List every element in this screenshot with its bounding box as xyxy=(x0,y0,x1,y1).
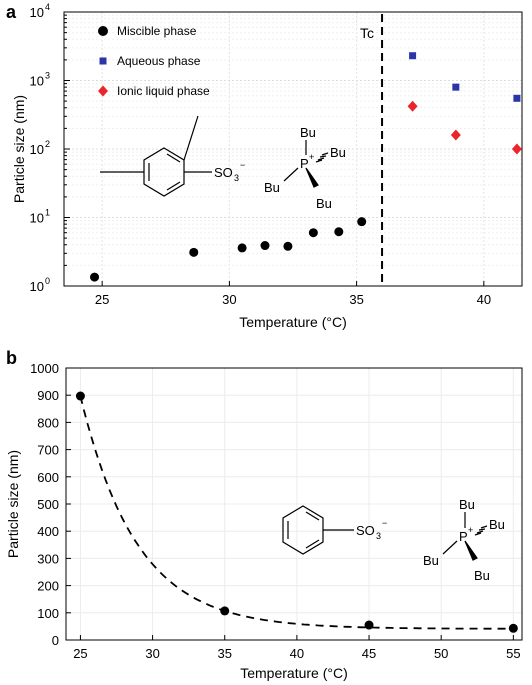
anion-so-label: SO xyxy=(214,165,233,180)
anion-b-subscript: 3 xyxy=(376,531,381,541)
cation-p-label: P xyxy=(300,156,309,171)
panel-b-y-tick-label: 800 xyxy=(37,415,59,430)
panel-a-point-series-0 xyxy=(189,247,199,257)
panel-a-y-tick-label: 10 xyxy=(30,5,44,20)
toluenesulfonate-ring xyxy=(100,115,212,197)
panel-a-point-series-0 xyxy=(90,272,100,282)
panel-a-point-series-2 xyxy=(450,129,461,141)
panel-a-y-tick-label: 10 xyxy=(30,74,44,89)
panel-a-point-series-0 xyxy=(283,241,293,251)
panel-a-point-series-1 xyxy=(409,52,417,60)
panel-a-point-series-0 xyxy=(357,217,367,227)
panel-b-x-tick-label: 50 xyxy=(434,646,448,661)
cation-b-p-label: P xyxy=(459,529,468,544)
anion-b-superscript: − xyxy=(382,518,387,528)
legend-marker-square xyxy=(99,57,107,65)
panel-b-y-tick-label: 200 xyxy=(37,579,59,594)
panel-b-x-tick-label: 30 xyxy=(145,646,159,661)
butyl-left-label: Bu xyxy=(264,180,280,195)
panel-b-fit-curve xyxy=(79,395,514,630)
panel-a-point-series-2 xyxy=(511,143,522,155)
panel-b-x-tick-label: 35 xyxy=(217,646,231,661)
panel-a-grid xyxy=(64,12,522,286)
panel-b-x-axis-label: Temperature (°C) xyxy=(240,665,348,681)
legend-label-square: Aqueous phase xyxy=(117,54,201,68)
panel-a-y-tick-exponent: 0 xyxy=(45,276,50,286)
anion-superscript: − xyxy=(240,160,245,170)
legend-label-diamond: Ionic liquid phase xyxy=(117,84,210,98)
panel-a-label: a xyxy=(6,2,17,22)
cation-b-bonds xyxy=(442,512,488,561)
panel-b-x-tick-label: 25 xyxy=(73,646,87,661)
cation-b-superscript: + xyxy=(468,525,473,535)
panel-a-point-series-1 xyxy=(513,94,521,102)
panel-b-y-tick-label: 1000 xyxy=(30,361,59,376)
panel-b-y-tick-label: 900 xyxy=(37,388,59,403)
panel-a-legend: Miscible phase Aqueous phase Ionic liquid … xyxy=(98,24,210,98)
panel-b-grid xyxy=(66,367,522,641)
panel-b-y-tick-label: 500 xyxy=(37,497,59,512)
panel-a-y-tick-label: 10 xyxy=(30,142,44,157)
butyl-top-label: Bu xyxy=(300,125,316,140)
butyl-bottom-label: Bu xyxy=(316,196,332,211)
panel-a-x-tick-label: 40 xyxy=(477,292,491,307)
panel-a-point-series-0 xyxy=(334,227,344,237)
panel-b-point xyxy=(508,623,518,633)
panel-b-chemical-structure: SO 3 − P + Bu Bu Bu Bu xyxy=(282,497,505,583)
panel-b-point xyxy=(364,620,374,630)
panel-a-y-axis-label: Particle size (nm) xyxy=(11,95,27,203)
anion-b-so-label: SO xyxy=(356,523,375,538)
legend-marker-diamond xyxy=(98,85,108,97)
panel-a-point-series-0 xyxy=(260,241,270,251)
panel-b: b 25 30 35 40 45 50 55 0 100 200 300 400 500 600 700 80… xyxy=(5,348,523,681)
tc-annotation: Tc xyxy=(360,25,374,41)
panel-a-x-axis-label: Temperature (°C) xyxy=(239,314,347,330)
panel-a-x-tick-label: 30 xyxy=(222,292,236,307)
panel-a-markers xyxy=(90,52,522,282)
panel-b-y-tick-label: 100 xyxy=(37,606,59,621)
panel-a-y-tick-exponent: 2 xyxy=(45,139,50,149)
panel-a-point-series-0 xyxy=(237,243,247,253)
panel-b-point xyxy=(220,606,230,616)
panel-b-markers xyxy=(75,391,518,633)
legend-label-circle: Miscible phase xyxy=(117,24,197,38)
panel-a-y-tick-label: 10 xyxy=(30,279,44,294)
panel-b-y-tick-label: 700 xyxy=(37,443,59,458)
panel-b-y-tick-label: 300 xyxy=(37,551,59,566)
panel-b-x-tick-label: 45 xyxy=(362,646,376,661)
benzenesulfonate-ring xyxy=(282,505,354,555)
panel-a-point-series-1 xyxy=(452,83,460,91)
butyl-b-bottom-label: Bu xyxy=(474,568,490,583)
cation-bonds xyxy=(283,140,329,188)
legend-marker-circle xyxy=(98,26,108,36)
panel-a-y-tick-exponent: 3 xyxy=(45,71,50,81)
panel-a-y-tick-exponent: 4 xyxy=(45,2,50,12)
cation-superscript: + xyxy=(309,152,314,162)
panel-a-y-tick-exponent: 1 xyxy=(45,208,50,218)
panel-a-point-series-0 xyxy=(308,228,318,238)
panel-b-y-tick-label: 400 xyxy=(37,524,59,539)
panel-b-x-tick-label: 40 xyxy=(290,646,304,661)
panel-b-y-axis-label: Particle size (nm) xyxy=(5,450,21,558)
panel-a-y-tick-label: 10 xyxy=(30,211,44,226)
butyl-b-right-label: Bu xyxy=(489,517,505,532)
panel-b-y-tick-label: 0 xyxy=(52,633,59,648)
butyl-right-label: Bu xyxy=(330,145,346,160)
panel-a-point-series-2 xyxy=(407,100,418,112)
panel-b-point xyxy=(75,391,85,401)
panel-b-axes: 25 30 35 40 45 50 55 0 100 200 300 400 500 600 700 800 9… xyxy=(30,361,520,661)
panel-a-x-tick-label: 25 xyxy=(95,292,109,307)
butyl-b-top-label: Bu xyxy=(459,497,475,512)
panel-b-y-tick-label: 600 xyxy=(37,470,59,485)
butyl-b-left-label: Bu xyxy=(423,553,439,568)
panel-b-x-tick-label: 55 xyxy=(506,646,520,661)
panel-a-x-tick-label: 35 xyxy=(349,292,363,307)
panel-a-chemical-structure: SO 3 − P + Bu Bu Bu Bu xyxy=(100,115,346,211)
panel-b-label: b xyxy=(6,348,17,368)
anion-subscript: 3 xyxy=(234,173,239,183)
